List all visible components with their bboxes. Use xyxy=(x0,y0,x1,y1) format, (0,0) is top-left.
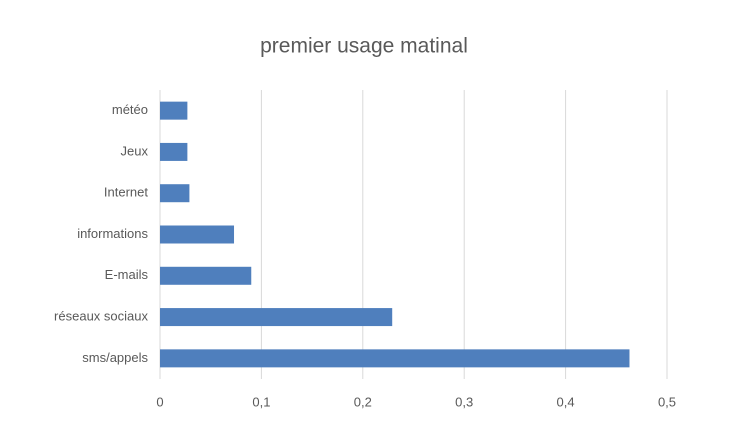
x-tick-label: 0,2 xyxy=(354,394,372,409)
x-tick-label: 0,3 xyxy=(455,394,473,409)
bar xyxy=(160,349,630,368)
y-tick-label: Jeux xyxy=(121,143,149,158)
x-tick-label: 0 xyxy=(156,394,163,409)
y-tick-label: Internet xyxy=(104,185,148,200)
bar xyxy=(160,308,393,327)
y-tick-label: informations xyxy=(77,226,148,241)
y-tick-label: météo xyxy=(112,102,148,117)
bar xyxy=(160,142,188,161)
y-tick-label: réseaux sociaux xyxy=(54,309,148,324)
bar xyxy=(160,101,188,120)
bar xyxy=(160,266,252,285)
bar xyxy=(160,184,190,203)
y-tick-label: sms/appels xyxy=(82,350,148,365)
y-tick-label: E-mails xyxy=(105,267,149,282)
x-tick-label: 0,4 xyxy=(557,394,575,409)
chart-title: premier usage matinal xyxy=(260,35,468,58)
bar xyxy=(160,225,235,244)
x-tick-label: 0,5 xyxy=(658,394,676,409)
x-tick-label: 0,1 xyxy=(252,394,270,409)
